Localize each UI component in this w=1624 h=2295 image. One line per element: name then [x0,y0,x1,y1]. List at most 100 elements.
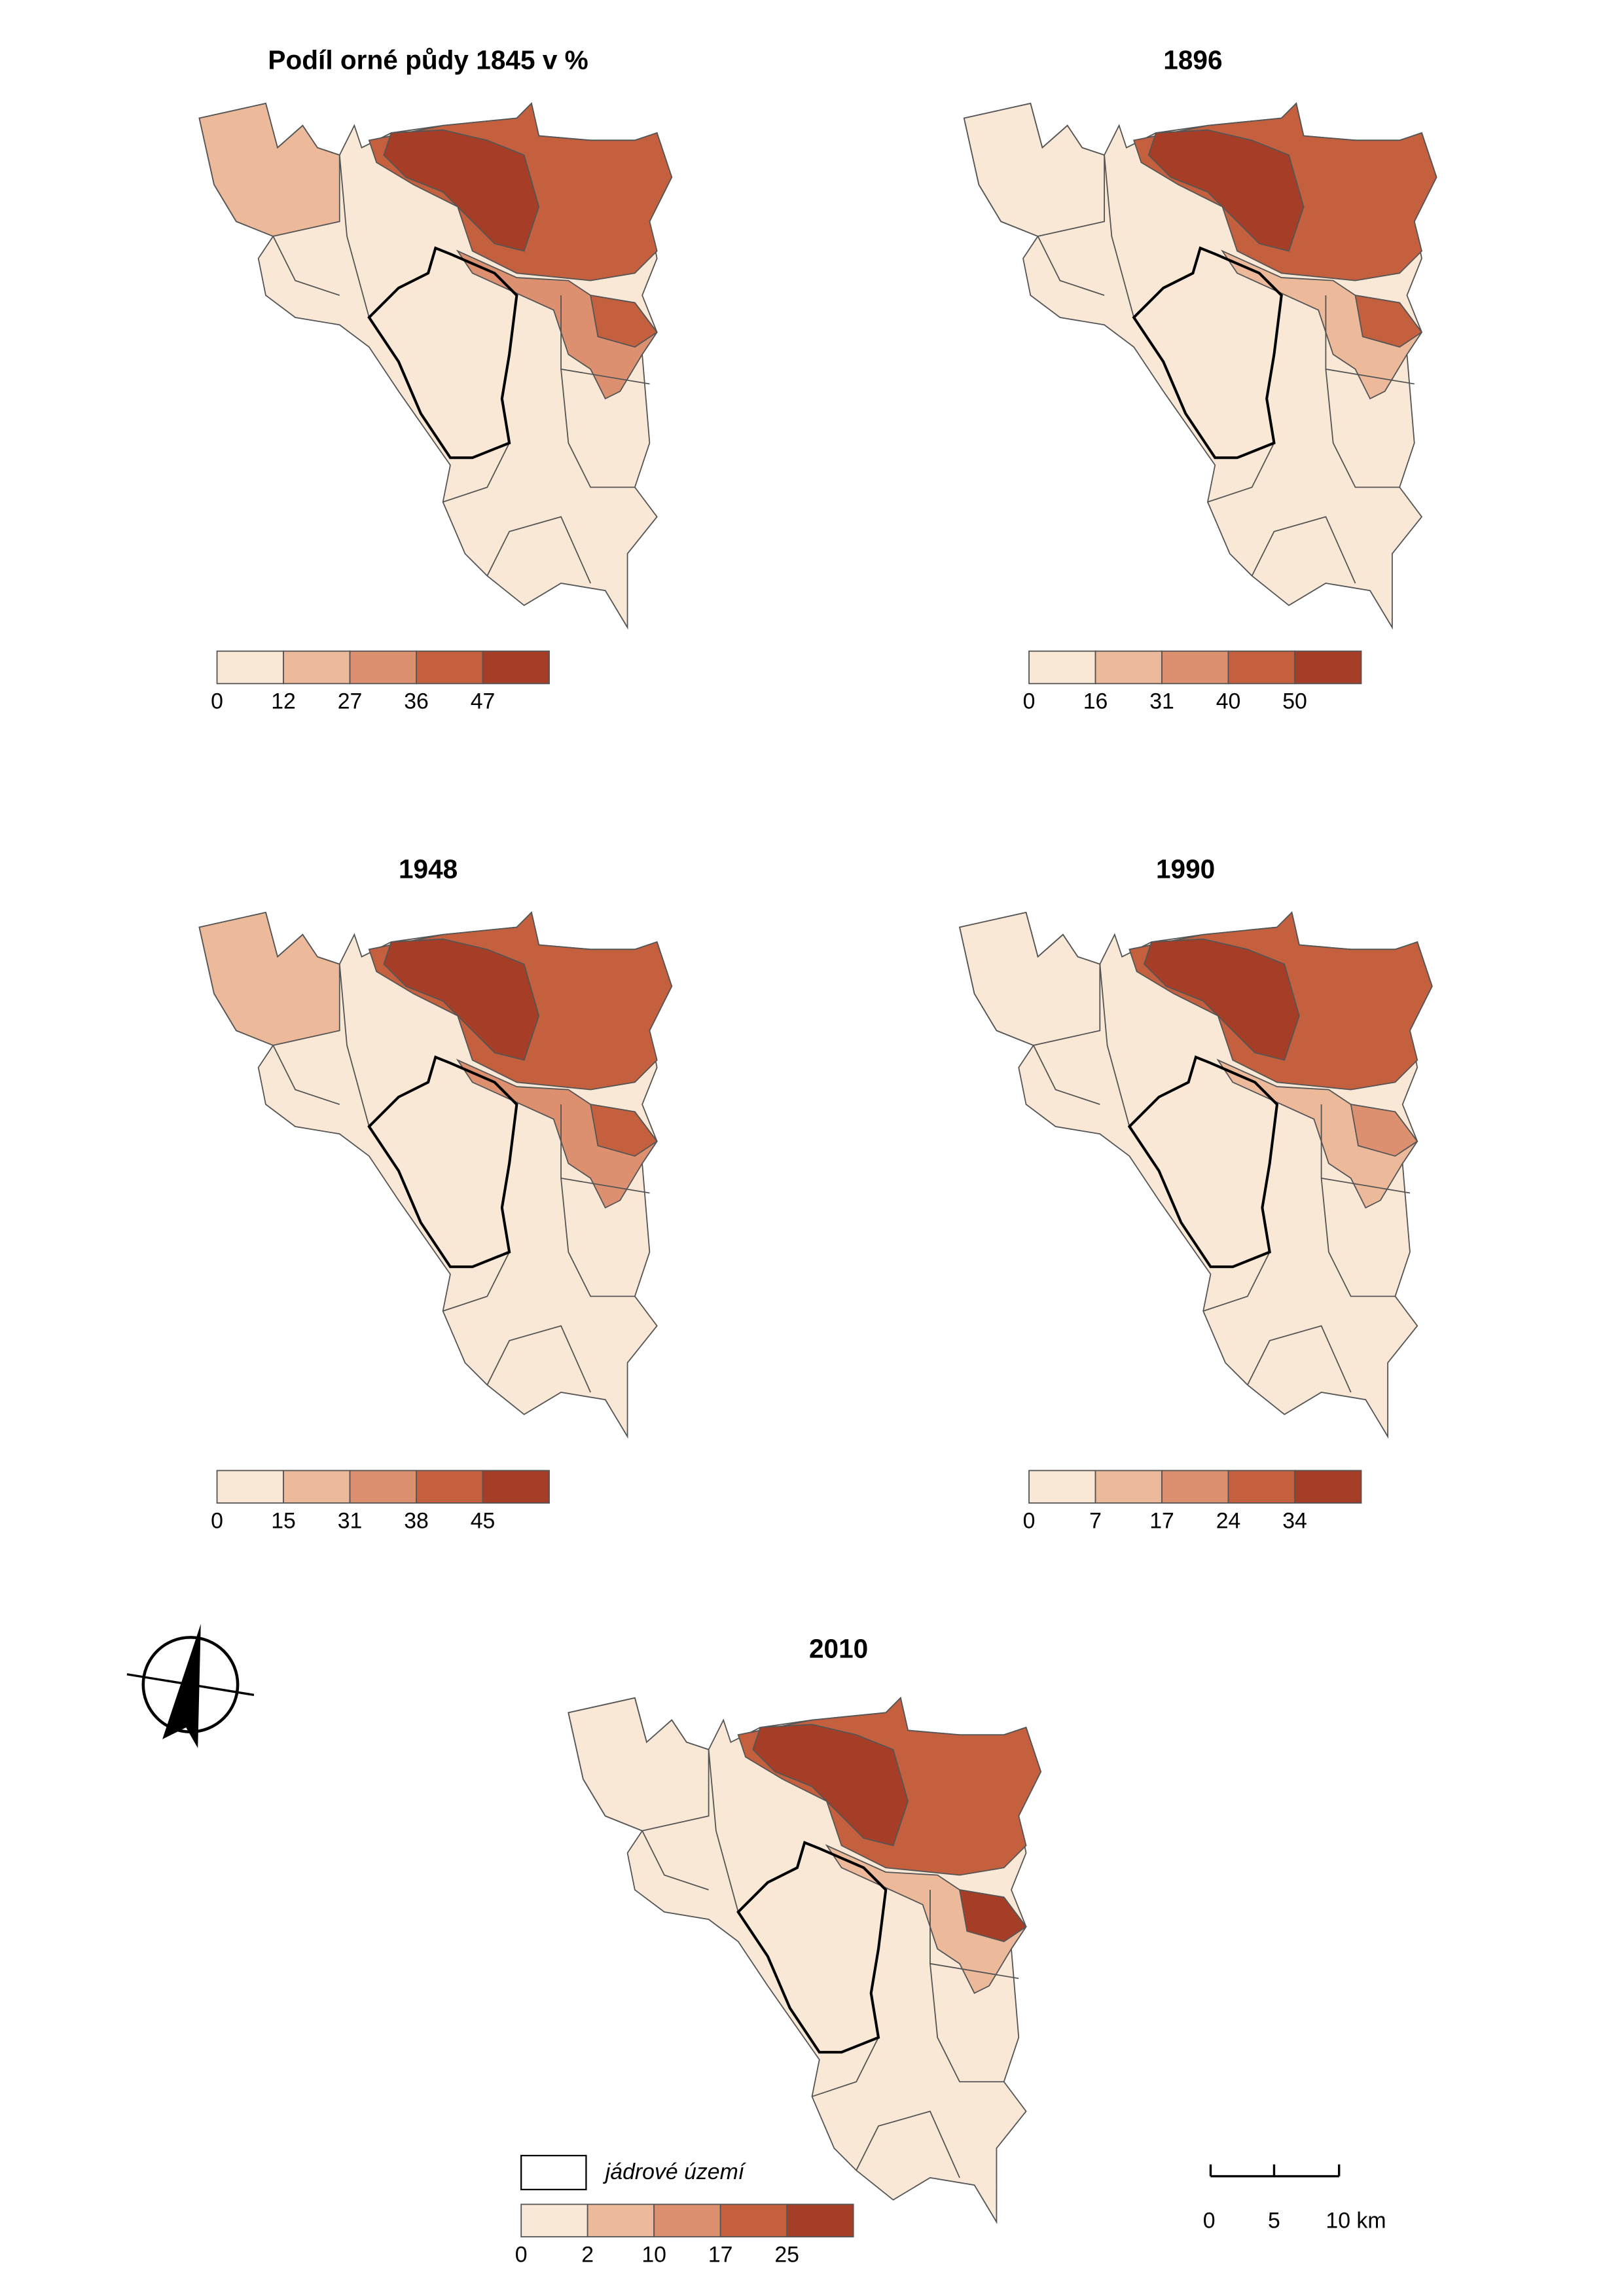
legend-swatch [416,650,484,685]
region [198,102,340,237]
region-border [856,2110,960,2178]
region-border [338,154,370,318]
region-border [338,964,370,1127]
region [1147,129,1305,252]
map [963,102,1437,630]
legend-swatch [1028,650,1096,685]
legend-swatch [786,2203,854,2237]
map-title: 1896 [1163,45,1222,75]
legend-label: 50 [1282,689,1307,714]
region-border [442,443,510,503]
core-area [367,246,518,460]
region-border [1104,154,1135,318]
region-border [1247,1325,1352,1393]
map-title: Podíl orné půdy 1845 v % [268,45,588,75]
region-border [272,236,340,297]
legend-label: 0 [211,1508,223,1533]
region [958,1888,1027,1942]
region-border [1325,369,1400,488]
legend-swatch [1094,650,1163,685]
legend-swatch [1294,1470,1362,1504]
legend-label: 0 [1023,689,1036,714]
region-border [486,1325,592,1393]
map [198,102,673,630]
region [1354,295,1423,348]
legend-label: 0 [211,689,223,714]
legend-swatch [482,1470,550,1504]
legend-swatch [520,2203,588,2237]
region-border [641,1830,709,1890]
legend-swatch [586,2203,655,2237]
region [1143,938,1300,1061]
legend-swatch [349,1470,417,1504]
legend-label: 34 [1282,1508,1307,1533]
legend-label: 45 [471,1508,496,1533]
legend-label: 2 [581,2242,594,2267]
legend-label: 25 [774,2242,799,2267]
map [958,911,1433,1439]
legend-swatch [216,650,284,685]
north-arrow [126,1624,255,1748]
legend-swatch [349,650,417,685]
map-title: 1948 [399,854,458,884]
legend-swatch [283,650,351,685]
legend-label: 0 [515,2242,528,2267]
region-border [1033,1045,1100,1105]
legend-swatch [1227,1470,1295,1504]
region-border [1251,516,1356,584]
legend-swatch [1161,650,1229,685]
region-border [1207,443,1275,503]
core-area [1132,246,1283,460]
scale-label: 5 [1268,2208,1280,2233]
region [752,1724,909,1847]
map [568,1697,1042,2224]
legend-label: 0 [1023,1508,1036,1533]
region-border [1320,1178,1396,1297]
legend-label: 40 [1216,689,1241,714]
legend-label: 12 [271,689,296,714]
region [198,911,340,1046]
legend-label: 47 [471,689,496,714]
region-border [560,1178,635,1297]
legend-label: 27 [338,689,363,714]
region-border [560,369,635,488]
region-border [272,1045,340,1105]
legend-label: 31 [338,1508,363,1533]
region-border [442,1252,510,1312]
region-border [708,1749,739,1913]
region-border [812,2037,879,2097]
core-area [736,1841,888,2054]
region [383,129,540,252]
map-title: 1990 [1156,854,1215,884]
region [383,938,540,1061]
legend-label: 24 [1216,1508,1241,1533]
scale-bar [1209,2164,1341,2178]
legend-swatch [1161,1470,1229,1504]
legend-label: 15 [271,1508,296,1533]
legend-swatch [1028,1470,1096,1504]
region-border [486,516,592,584]
region-border [1202,1252,1271,1312]
core-area [367,1055,518,1269]
legend-swatch [416,1470,484,1504]
region-border [1037,236,1105,297]
legend-swatch [1294,650,1362,685]
legend-swatch [1094,1470,1163,1504]
legend-label: 7 [1089,1508,1102,1533]
legend-swatch [216,1470,284,1504]
region-border [560,295,650,385]
region-border [1099,964,1130,1127]
scale-label: 0 [1203,2208,1216,2233]
core-area [1127,1055,1279,1269]
legend-label: 10 [641,2242,666,2267]
region-border [929,1963,1004,2083]
region [1350,1104,1418,1157]
region-border [1320,1104,1411,1194]
legend-label: 36 [404,689,429,714]
region-border [929,1890,1019,1979]
legend-swatch [482,650,550,685]
legend-label: 17 [708,2242,733,2267]
map-title: 2010 [809,1633,868,1663]
